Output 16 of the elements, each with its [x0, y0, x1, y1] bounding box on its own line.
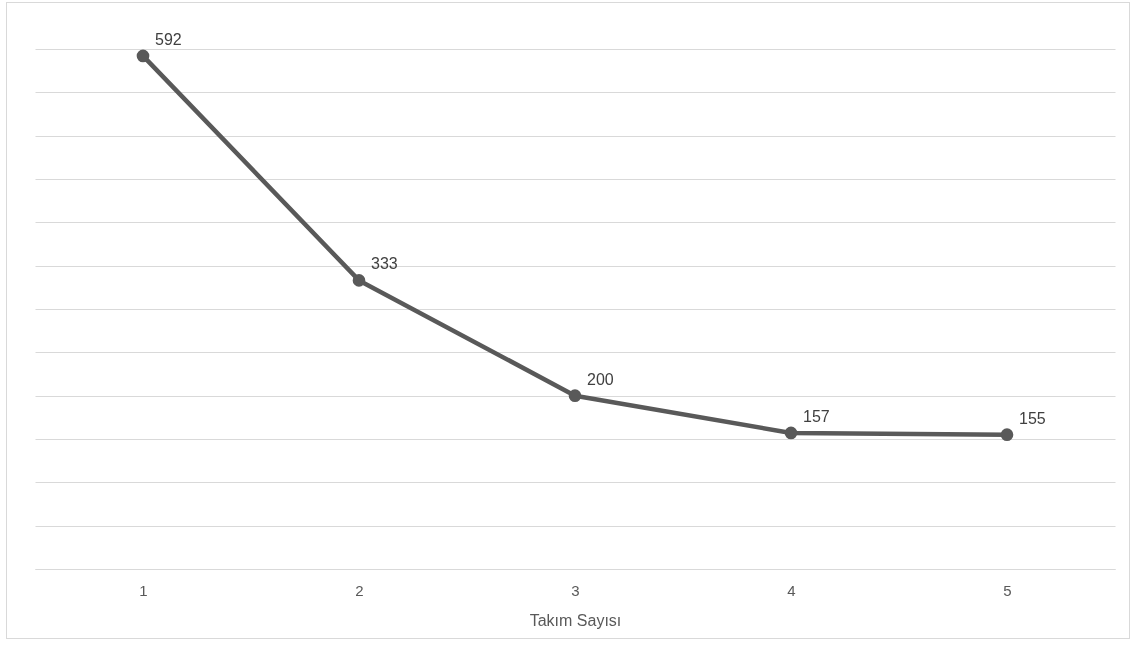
x-tick-label: 2	[355, 581, 364, 599]
data-label: 155	[1019, 409, 1046, 427]
data-label: 200	[587, 370, 614, 388]
data-label: 592	[155, 30, 182, 48]
x-tick-label: 1	[139, 581, 148, 599]
x-tick-label: 5	[1003, 581, 1012, 599]
point	[1000, 428, 1014, 441]
point	[784, 426, 798, 440]
data-label: 157	[803, 407, 830, 425]
x-tick-label: 4	[787, 581, 796, 599]
point	[352, 274, 366, 287]
point	[136, 49, 150, 63]
x-tick-label: 3	[571, 581, 580, 599]
point	[568, 389, 582, 402]
data-label: 333	[371, 255, 398, 273]
x-axis-title: Takım Sayısı	[529, 611, 622, 629]
